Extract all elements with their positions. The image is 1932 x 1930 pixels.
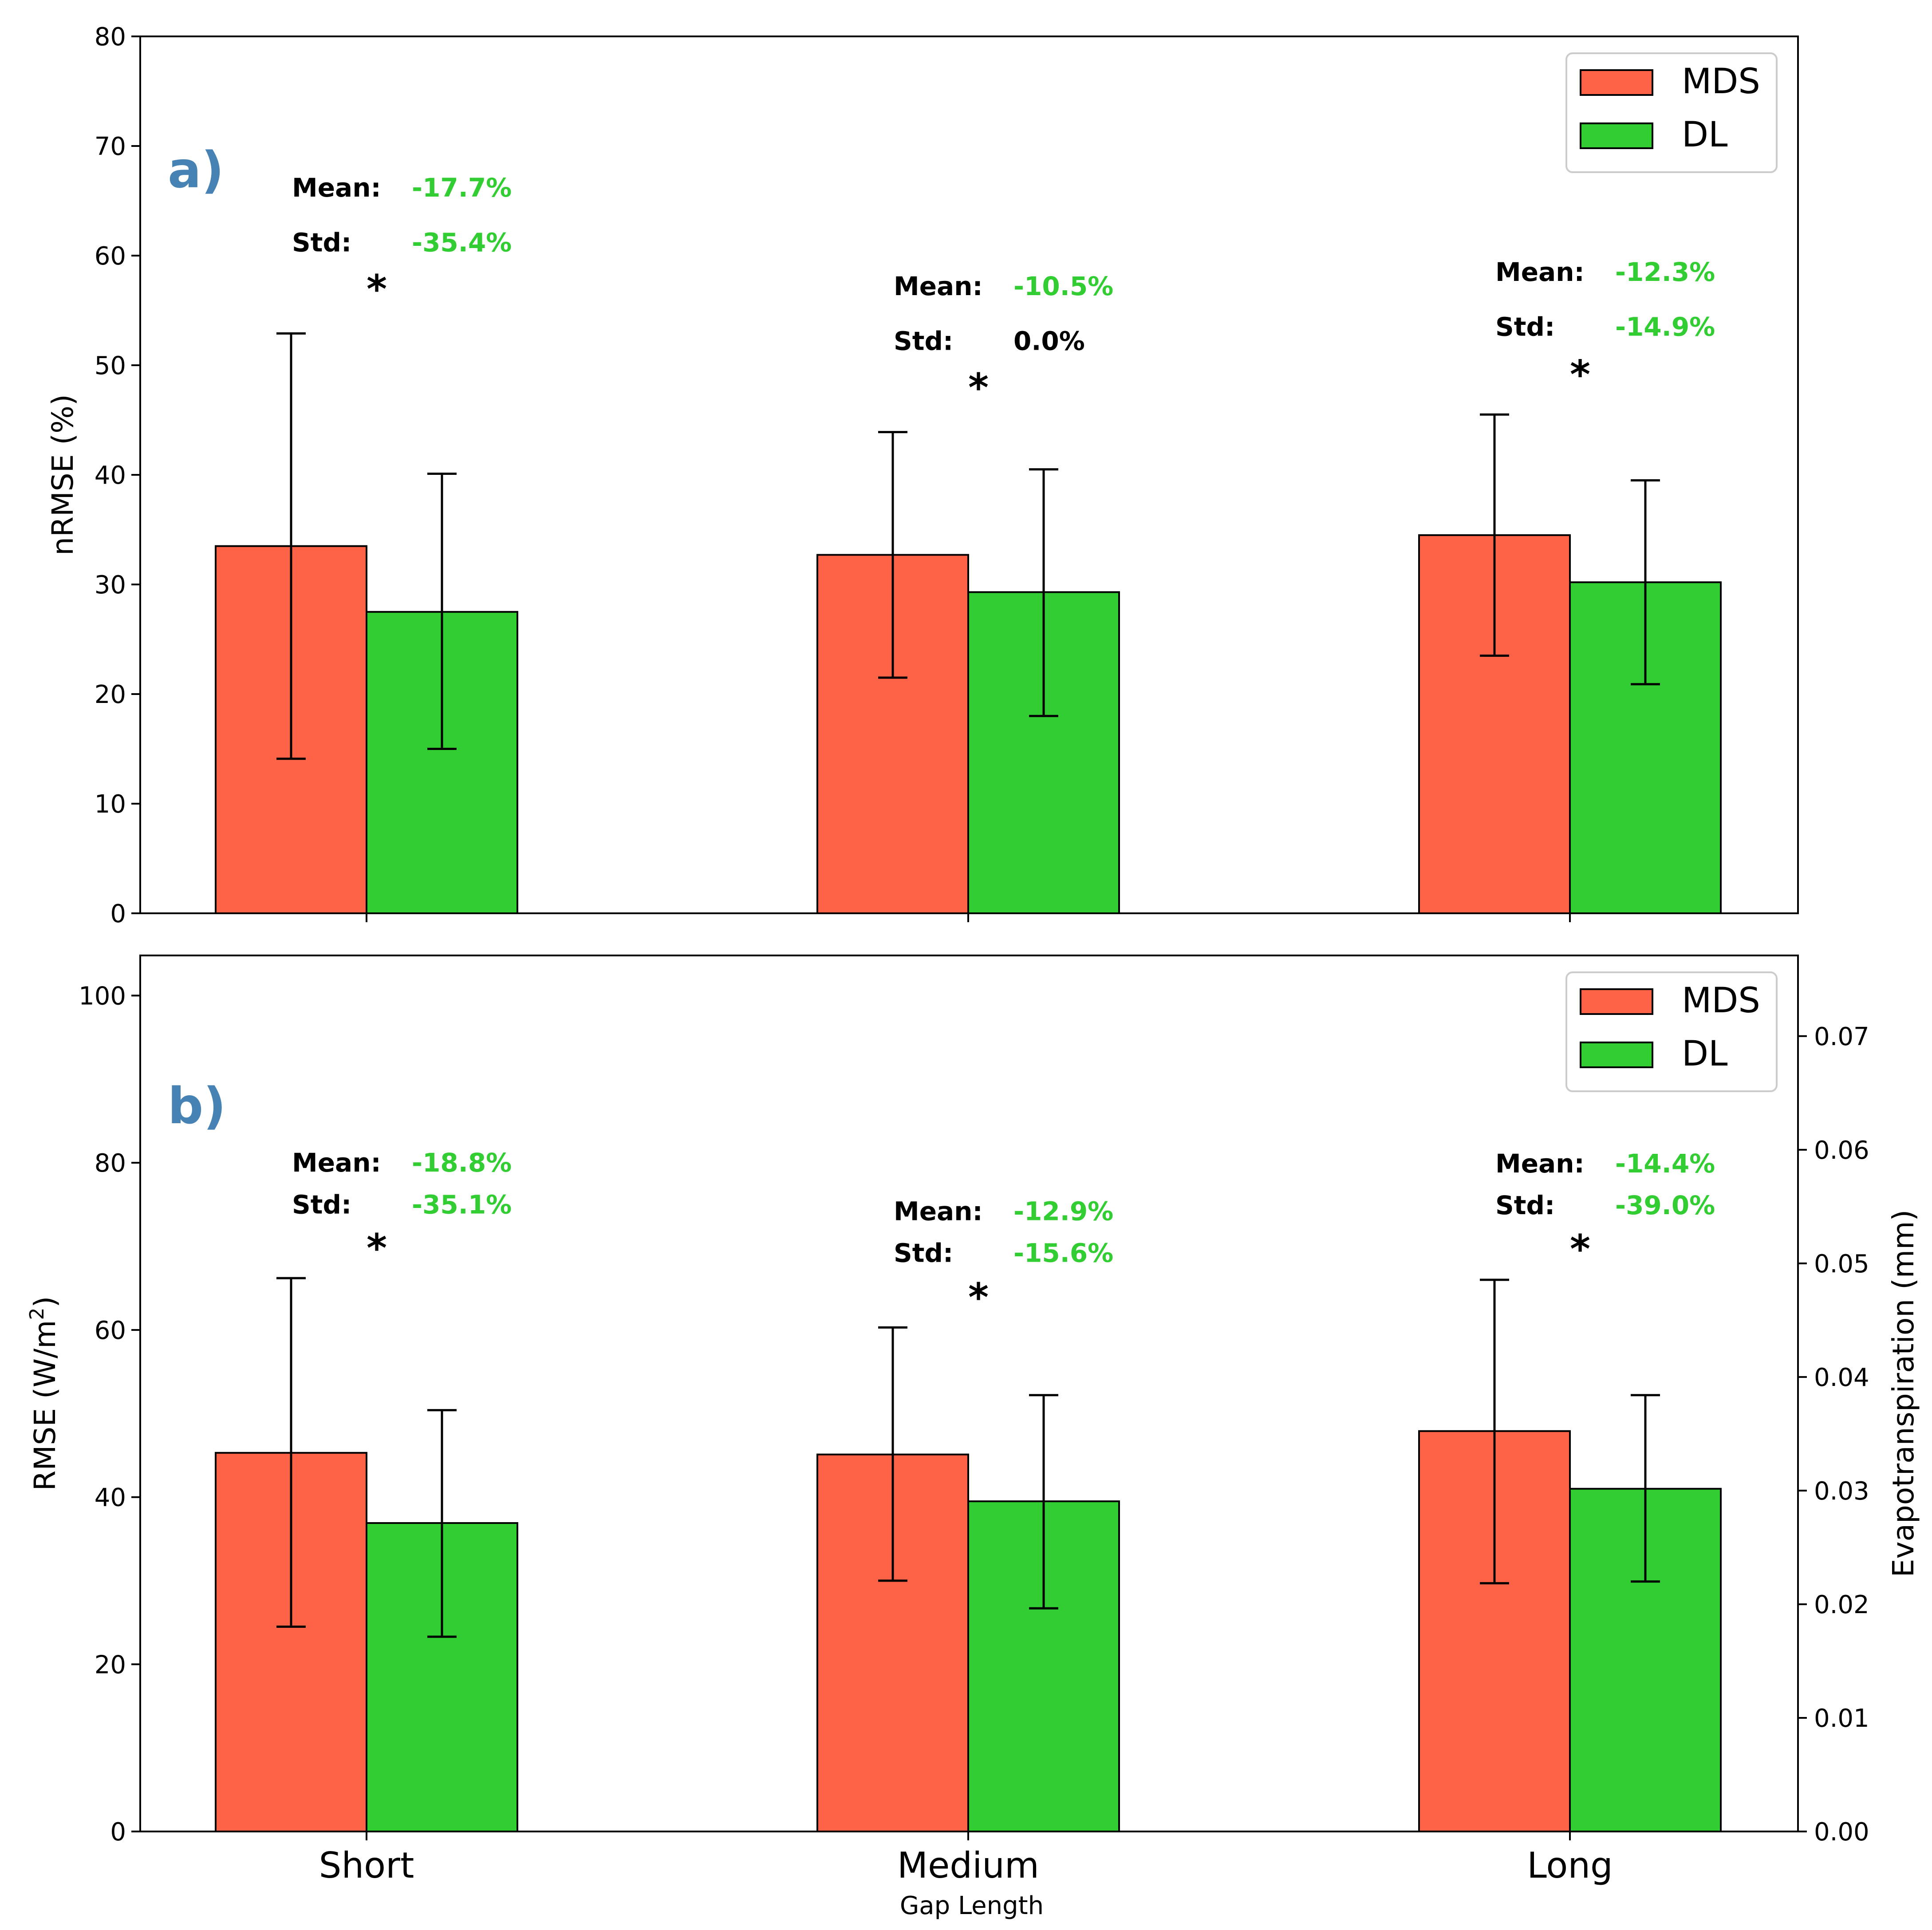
significance-marker: * (367, 266, 387, 312)
plot-frame (139, 955, 1799, 1832)
stat-std-key: Std: (1495, 1190, 1555, 1220)
y2-tick-label: 0.01 (1814, 1704, 1869, 1733)
x-axis-label: Gap Length (900, 1891, 1044, 1920)
stat-std-value: -39.0% (1615, 1190, 1715, 1220)
x-tick-label: Long (1527, 1845, 1613, 1886)
y-tick-label: 10 (95, 790, 126, 819)
legend-swatch-dl (1580, 1042, 1653, 1068)
panel-label: a) (168, 142, 224, 199)
y-tick-label: 100 (79, 982, 126, 1010)
legend-label-dl: DL (1682, 1034, 1728, 1074)
stat-mean-key: Mean: (1495, 257, 1585, 287)
significance-marker: * (968, 1275, 989, 1320)
y2-tick-label: 0.05 (1814, 1250, 1869, 1279)
stat-mean-value: -12.3% (1615, 257, 1715, 287)
panel-label: b) (168, 1077, 226, 1135)
y-tick-label: 0 (110, 1818, 126, 1847)
stat-mean-key: Mean: (292, 1148, 381, 1178)
y-tick-label: 40 (95, 461, 126, 490)
x-tick-label: Medium (897, 1845, 1039, 1886)
significance-marker: * (968, 365, 989, 410)
y-tick-label: 70 (95, 132, 126, 161)
legend-label-dl: DL (1682, 115, 1728, 155)
y2-axis-label: Evapotranspiration (mm) (1886, 1210, 1920, 1577)
y-tick-label: 80 (95, 1149, 126, 1178)
stat-std-value: -15.6% (1013, 1238, 1113, 1268)
stat-std-key: Std: (1495, 312, 1555, 342)
legend-swatch-mds (1580, 69, 1653, 96)
y-tick-label: 0 (110, 900, 126, 928)
y-axis-label: nRMSE (%) (46, 394, 80, 555)
stat-mean-key: Mean: (894, 1196, 983, 1226)
legend: MDS DL (1565, 52, 1778, 173)
stat-mean-value: -12.9% (1013, 1196, 1113, 1226)
x-tick-label: Short (319, 1845, 414, 1886)
stat-mean-key: Mean: (894, 271, 983, 301)
y-tick-label: 80 (95, 23, 126, 51)
stat-std-value: -35.1% (412, 1189, 512, 1220)
y-axis-label: RMSE (W/m2) (26, 1296, 62, 1491)
stat-std-key: Std: (292, 1189, 351, 1220)
stat-mean-key: Mean: (1495, 1149, 1585, 1179)
stat-mean-key: Mean: (292, 173, 381, 203)
significance-marker: * (1570, 351, 1590, 397)
stat-std-value: 0.0% (1013, 326, 1085, 356)
stat-std-key: Std: (894, 1238, 953, 1268)
y-axis-label-superscript: 2 (26, 1307, 48, 1320)
legend-swatch-mds (1580, 988, 1653, 1015)
y-tick-label: 30 (95, 571, 126, 600)
legend-label-mds: MDS (1682, 62, 1760, 102)
y2-tick-label: 0.00 (1814, 1818, 1869, 1847)
y2-tick-label: 0.07 (1814, 1022, 1869, 1051)
stat-std-value: -35.4% (412, 227, 512, 257)
plot-frame (139, 36, 1799, 914)
stat-mean-value: -17.7% (412, 173, 512, 203)
y2-tick-label: 0.02 (1814, 1591, 1869, 1619)
y-tick-label: 20 (95, 1650, 126, 1679)
stat-std-key: Std: (292, 227, 351, 257)
y-axis-label-end: ) (28, 1296, 62, 1308)
y-tick-label: 20 (95, 680, 126, 709)
y-axis-label-main: RMSE (W/m (28, 1320, 62, 1491)
significance-marker: * (367, 1225, 387, 1271)
legend-label-mds: MDS (1682, 981, 1760, 1021)
stat-std-value: -14.9% (1615, 312, 1715, 342)
y2-tick-label: 0.04 (1814, 1363, 1869, 1392)
legend: MDS DL (1565, 971, 1778, 1092)
stat-mean-value: -10.5% (1013, 271, 1113, 301)
y-tick-label: 60 (95, 1316, 126, 1345)
significance-marker: * (1570, 1226, 1590, 1272)
panel-a-nrmse-chart: 0 10 20 30 40 50 60 70 80 Mean: -17.7% Std: -35.4% * M… (46, 23, 1799, 928)
stat-std-key: Std: (894, 326, 953, 356)
y2-tick-label: 0.03 (1814, 1477, 1869, 1506)
y-tick-label: 40 (95, 1484, 126, 1512)
stat-mean-value: -18.8% (412, 1148, 512, 1178)
stat-mean-value: -14.4% (1615, 1149, 1715, 1179)
y2-tick-label: 0.06 (1814, 1136, 1869, 1165)
y-tick-label: 50 (95, 351, 126, 380)
legend-swatch-dl (1580, 122, 1653, 149)
y-tick-label: 60 (95, 242, 126, 271)
